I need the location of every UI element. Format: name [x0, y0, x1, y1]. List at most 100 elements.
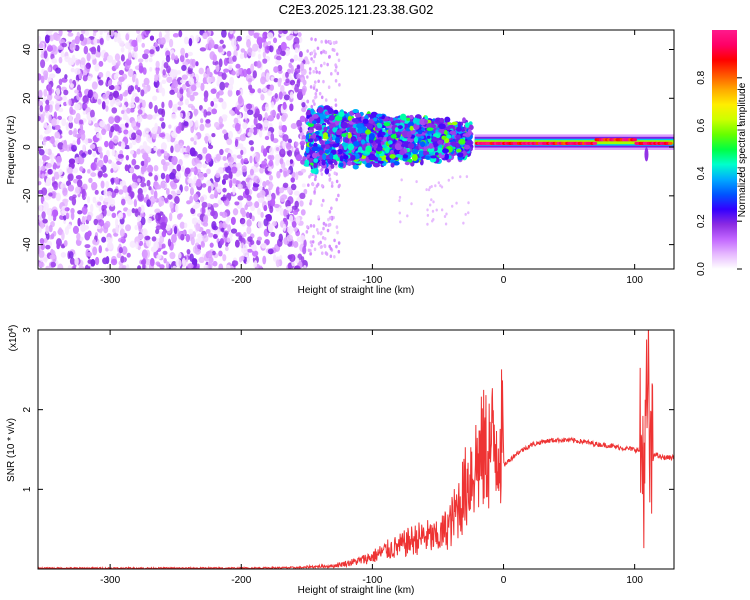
heatmap-cell [267, 131, 272, 137]
heatmap-cell [98, 60, 104, 67]
heatmap-cell [265, 72, 270, 82]
heatmap-cell [338, 83, 341, 87]
heatmap-cell [43, 89, 48, 97]
colorbar-tick-label: 0.8 [696, 70, 707, 84]
heatmap-cell [46, 208, 52, 216]
heatmap-cell [232, 55, 237, 62]
heatmap-cell [124, 195, 131, 202]
heatmap-cell [417, 129, 423, 135]
heatmap-cell [115, 151, 119, 160]
heatmap-cell [43, 238, 48, 244]
heatmap-cell [123, 207, 129, 212]
heatmap-cell [310, 108, 315, 115]
snr-background [38, 330, 674, 569]
heatmap-cell [140, 160, 145, 167]
heatmap-cell [310, 168, 317, 174]
heatmap-cell [211, 208, 215, 217]
heatmap-cell [105, 256, 110, 264]
heatmap-cell [377, 157, 382, 161]
heatmap-cell [254, 201, 260, 209]
heatmap-cell [235, 232, 241, 237]
heatmap-cell [247, 236, 253, 242]
heatmap-cell [269, 146, 274, 156]
heatmap-cell [137, 178, 141, 183]
heatmap-cell [171, 156, 178, 165]
heatmap-cell [234, 122, 241, 132]
heatmap-cell [405, 127, 410, 133]
heatmap-cell [303, 239, 307, 248]
x-tick-label: -100 [362, 575, 382, 586]
heatmap-cell [96, 224, 101, 230]
heatmap-cell [65, 121, 70, 131]
heatmap-cell [212, 260, 218, 267]
heatmap-cell [266, 32, 274, 40]
heatmap-cell [313, 187, 317, 191]
heatmap-cell [439, 117, 445, 123]
heatmap-cell [197, 219, 202, 224]
heatmap-cell [80, 30, 86, 35]
heatmap-cell [338, 111, 345, 117]
heatmap-cell [468, 121, 473, 126]
heatmap-cell [177, 101, 184, 106]
heatmap-cell [309, 224, 313, 228]
heatmap-cell [247, 182, 251, 188]
heatmap-cell [41, 187, 48, 196]
heatmap-cell [87, 230, 92, 237]
heatmap-cell [253, 116, 258, 126]
heatmap-cell [378, 136, 384, 141]
heatmap-cell [74, 133, 82, 138]
heatmap-cell [105, 236, 112, 243]
heatmap-cell [315, 88, 319, 93]
heatmap-cell [132, 92, 138, 98]
heatmap-cell [44, 73, 48, 81]
heatmap-cell [311, 240, 315, 244]
heatmap-cell [195, 81, 201, 88]
heatmap-cell [320, 172, 324, 176]
heatmap-cell [432, 218, 435, 222]
heatmap-cell [338, 162, 344, 168]
heatmap-cell [69, 106, 74, 115]
heatmap-cell [352, 109, 360, 114]
heatmap-cell [313, 49, 316, 53]
heatmap-cell [336, 230, 339, 235]
y-tick-label: 20 [22, 92, 33, 104]
heatmap-cell [297, 32, 302, 37]
heatmap-cell [67, 265, 72, 269]
heatmap-cell [55, 87, 61, 96]
heatmap-cell [277, 64, 283, 72]
heatmap-cell [184, 185, 189, 192]
heatmap-cell [305, 146, 310, 154]
heatmap-cell [325, 144, 330, 150]
heatmap-cell [445, 212, 448, 216]
heatmap-cell [57, 115, 63, 121]
heatmap-cell [80, 40, 87, 46]
heatmap-cell [74, 35, 80, 45]
heatmap-cell [289, 79, 296, 86]
heatmap-cell [282, 30, 288, 35]
heatmap-cell [87, 169, 91, 174]
heatmap-cell [398, 195, 402, 199]
heatmap-cell [320, 95, 324, 100]
heatmap-cell [237, 183, 243, 190]
heatmap-cell [290, 123, 298, 130]
heatmap-cell [130, 150, 135, 155]
heatmap-cell [168, 172, 176, 180]
heatmap-cell [219, 238, 224, 246]
heatmap-cell [270, 231, 276, 237]
heatmap-cell [205, 228, 211, 234]
heatmap-cell [50, 261, 56, 268]
heatmap-cell [332, 127, 337, 133]
heatmap-cell [189, 147, 196, 157]
heatmap-cell [258, 129, 263, 138]
heatmap-cell [106, 210, 111, 217]
heatmap-cell [113, 188, 119, 194]
heatmap-cell [243, 157, 249, 163]
heatmap-cell [300, 168, 307, 173]
heatmap-cell [218, 250, 223, 257]
heatmap-cell [57, 142, 64, 150]
heatmap-cell [81, 216, 86, 225]
heatmap-cell [330, 206, 333, 211]
x-tick-label: 0 [501, 575, 507, 586]
heatmap-cell [341, 141, 349, 147]
heatmap-cell [451, 176, 454, 180]
